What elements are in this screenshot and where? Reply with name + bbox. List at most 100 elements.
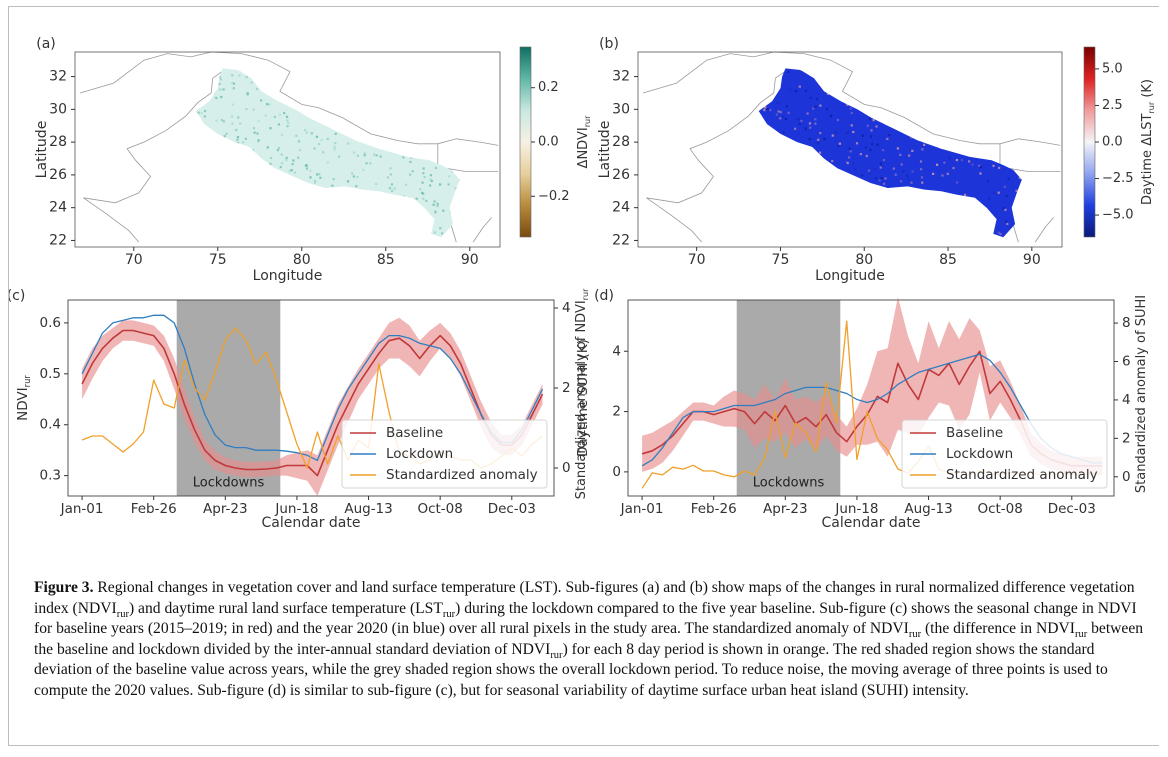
map-pixel	[779, 117, 782, 120]
map-pixel	[809, 96, 812, 99]
map-pixel	[391, 189, 394, 192]
map-pixel	[879, 166, 882, 169]
map-pixel	[921, 148, 924, 151]
map-pixel	[871, 142, 874, 146]
legend-label: Lockdown	[386, 446, 453, 462]
map-pixel	[334, 142, 337, 145]
chart-y2label-main: Standardized anomaly of SUHI	[1134, 295, 1149, 493]
map-pixel	[246, 93, 249, 96]
map-pixel	[459, 178, 460, 181]
map-pixel	[880, 177, 883, 180]
map-pixel	[879, 162, 882, 165]
map-pixel	[197, 111, 200, 114]
map-pixel	[320, 139, 323, 142]
figure-caption: Figure 3. Regional changes in vegetation…	[34, 578, 1144, 702]
map-pixel	[422, 172, 425, 175]
map-pixel	[993, 191, 996, 195]
map-pixel	[894, 173, 897, 176]
map-pixel	[869, 148, 872, 152]
map-pixel	[968, 160, 971, 163]
map-pixel	[315, 135, 318, 138]
map-ytick-label: 28	[49, 134, 67, 150]
legend-label: Baseline	[386, 425, 443, 441]
map-pixel	[892, 167, 895, 170]
map-xtick-label: 75	[772, 252, 790, 268]
map-pixel	[219, 78, 222, 81]
map-pixel	[873, 168, 876, 171]
map-pixel	[231, 82, 234, 85]
map-pixel	[236, 138, 239, 141]
map-pixel	[319, 176, 322, 179]
chart-xtick-label: Feb-26	[691, 501, 737, 517]
chart-panel-label: (d)	[594, 288, 614, 304]
map-pixel	[218, 82, 221, 86]
map-pixel	[911, 149, 914, 152]
map-pixel	[825, 108, 829, 111]
map-pixel	[373, 153, 376, 156]
map-pixel	[809, 126, 812, 129]
map-pixel	[849, 107, 852, 110]
map-pixel	[997, 191, 1000, 194]
chart-xtick-label: Oct-08	[977, 501, 1022, 517]
map-pixel	[305, 167, 309, 170]
map-panel-a: 70 75 80 85 90 22 24 26 28 30 32 Longitude Latitude (…	[34, 36, 592, 284]
map-pixel	[304, 128, 307, 132]
map-pixel	[419, 188, 422, 191]
map-pixel	[775, 113, 778, 116]
map-pixel	[846, 161, 849, 164]
map-border-line	[472, 217, 492, 243]
map-pixel	[298, 149, 301, 152]
map-pixel	[921, 181, 924, 184]
lockdown-shade-label: Lockdowns	[193, 476, 265, 491]
map-pixel	[432, 203, 435, 206]
map-pixel	[231, 122, 234, 125]
map-pixel	[436, 202, 439, 205]
map-pixel	[220, 95, 223, 99]
caption-subscript: rur	[116, 608, 129, 620]
map-pixel	[429, 184, 432, 187]
map-pixel	[347, 142, 350, 145]
map-pixel	[819, 151, 822, 154]
map-pixel	[992, 164, 995, 167]
map-pixel	[454, 187, 457, 190]
map-pixel	[278, 113, 281, 116]
map-pixel	[309, 176, 312, 179]
map-pixel	[887, 186, 890, 189]
map-pixel	[819, 132, 822, 135]
legend-label: Standardized anomaly	[946, 467, 1098, 483]
chart-ylabel: Daytime SUHI (K)	[575, 339, 591, 457]
map-xtick-label: 70	[688, 252, 706, 268]
map-pixel	[869, 135, 872, 138]
map-ytick-label: 22	[49, 232, 67, 248]
map-pixel	[422, 197, 425, 200]
map-border-line	[646, 69, 788, 204]
chart-y2tick-label: 2	[562, 380, 571, 396]
map-pixel	[900, 163, 903, 166]
chart-xtick-label: Apr-23	[763, 501, 808, 517]
map-pixel	[237, 116, 240, 119]
colorbar-tick-label: 0.0	[538, 135, 559, 150]
map-pixel	[429, 178, 432, 181]
map-ytick-label: 24	[612, 200, 630, 216]
map-pixel	[253, 131, 256, 134]
map-pixel	[222, 120, 225, 123]
map-pixel	[297, 156, 300, 159]
map-pixel	[814, 118, 817, 121]
map-pixel	[880, 164, 883, 167]
map-pixel	[766, 108, 769, 111]
map-axes-frame	[637, 51, 1063, 248]
map-pixel	[233, 82, 236, 85]
map-pixel	[764, 106, 767, 109]
map-pixel	[436, 204, 439, 208]
map-pixel	[899, 153, 902, 156]
map-ytick-label: 28	[612, 134, 630, 150]
map-ytick-label: 26	[612, 167, 630, 183]
map-xtick-label: 90	[461, 252, 479, 268]
chart-xtick-label: Feb-26	[131, 501, 177, 517]
map-pixel	[808, 137, 811, 141]
map-pixel	[447, 183, 450, 186]
map-pixel	[920, 176, 924, 179]
colorbar-label-main: Daytime ΔLST	[1140, 113, 1155, 205]
map-pixel	[250, 81, 253, 84]
map-pixel	[244, 137, 247, 140]
